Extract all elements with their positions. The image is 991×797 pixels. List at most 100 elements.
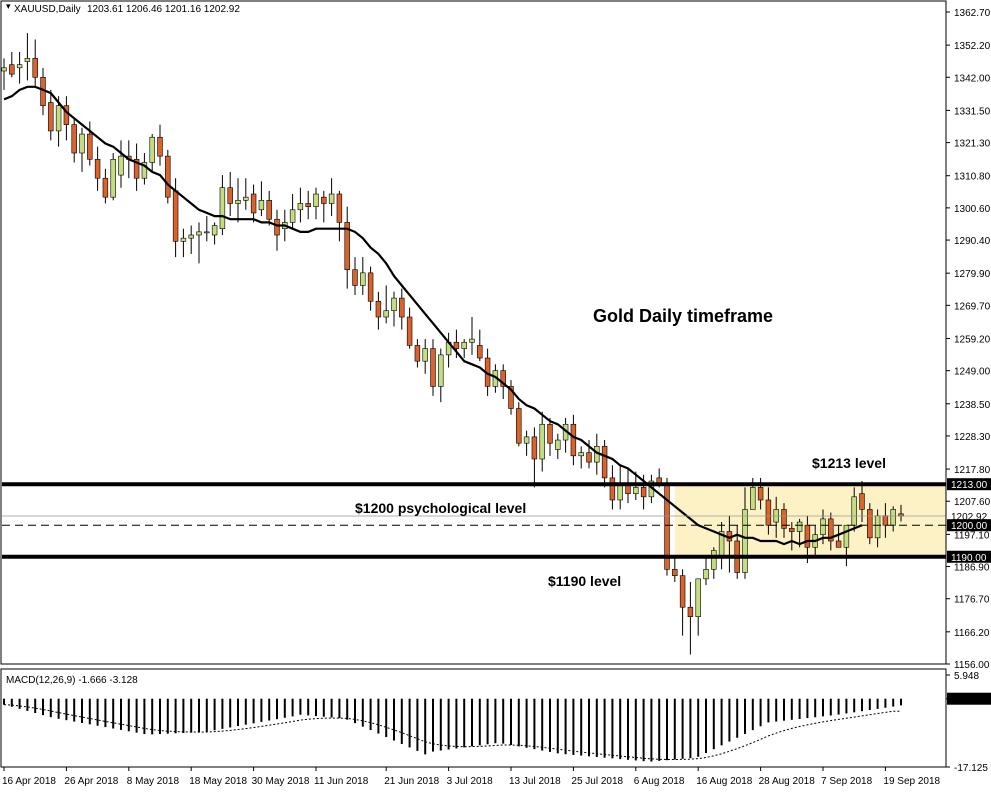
candle bbox=[531, 427, 538, 488]
candle-body bbox=[313, 193, 319, 207]
candle bbox=[601, 440, 608, 488]
candle-body bbox=[352, 269, 358, 286]
candle bbox=[703, 556, 709, 586]
candle bbox=[344, 206, 350, 289]
candle-body bbox=[430, 348, 436, 387]
candle-body bbox=[235, 200, 241, 204]
candle bbox=[336, 190, 343, 242]
level-1213-label: $1213 level bbox=[812, 455, 886, 471]
moving-average-line bbox=[3, 85, 863, 546]
candle-body bbox=[508, 386, 514, 409]
candle bbox=[196, 222, 202, 264]
candle bbox=[547, 417, 553, 456]
candle bbox=[469, 317, 475, 355]
price-tick-label: 1259.20 bbox=[954, 334, 991, 345]
candle-body bbox=[547, 423, 553, 444]
candle bbox=[828, 512, 834, 551]
level-price-label: 1200.00 bbox=[951, 521, 988, 532]
candle-body bbox=[165, 155, 171, 198]
candle-body bbox=[375, 300, 382, 318]
candle-body bbox=[188, 234, 194, 239]
symbol-menu-icon[interactable]: ▾ bbox=[6, 1, 11, 11]
candle-body bbox=[453, 341, 460, 349]
candle-body bbox=[196, 231, 202, 236]
time-tick-label: 13 Jul 2018 bbox=[509, 776, 561, 787]
candle bbox=[360, 257, 366, 295]
candle-body bbox=[391, 297, 397, 312]
candle-body bbox=[94, 159, 101, 179]
candle-body bbox=[110, 159, 116, 198]
candle-body bbox=[578, 452, 584, 457]
candle-body bbox=[781, 509, 787, 529]
time-tick-label: 25 Jul 2018 bbox=[571, 776, 623, 787]
price-tick-label: 1269.70 bbox=[954, 301, 991, 312]
candle bbox=[133, 143, 140, 191]
chart-symbol: XAUUSD,Daily bbox=[14, 4, 81, 15]
candle bbox=[32, 39, 38, 87]
level-price-box bbox=[947, 478, 991, 491]
chart-ohlc: 1203.61 1206.46 1201.16 1202.92 bbox=[87, 4, 240, 15]
candle-body bbox=[399, 297, 405, 318]
candle bbox=[188, 225, 194, 254]
candle-body bbox=[820, 518, 826, 535]
candle-body bbox=[742, 509, 748, 573]
time-tick-label: 16 Apr 2018 bbox=[2, 776, 56, 787]
candle-body bbox=[711, 550, 717, 570]
candle-body bbox=[640, 487, 647, 498]
candle bbox=[149, 134, 155, 172]
level-price-label: 1202.92 bbox=[951, 512, 988, 523]
candle bbox=[679, 569, 686, 636]
candle bbox=[219, 175, 226, 236]
candle bbox=[867, 503, 873, 545]
level-price-label: 1190.00 bbox=[951, 553, 987, 564]
price-tick-label: 1238.50 bbox=[954, 400, 991, 411]
candle bbox=[9, 52, 15, 78]
candle bbox=[586, 440, 592, 469]
candle bbox=[352, 257, 358, 295]
candle-body bbox=[422, 348, 428, 362]
candle bbox=[711, 547, 717, 579]
candle bbox=[110, 152, 116, 201]
candle-body bbox=[851, 496, 857, 526]
chart-title: Gold Daily timeframe bbox=[593, 306, 773, 326]
candle-body bbox=[211, 225, 218, 236]
level-price-box bbox=[947, 509, 991, 522]
candle-body bbox=[757, 487, 764, 501]
price-tick-label: 1186.90 bbox=[954, 563, 990, 574]
candle-body bbox=[679, 575, 686, 608]
price-tick-label: 1156.00 bbox=[954, 660, 990, 671]
candle bbox=[321, 190, 327, 223]
candle bbox=[789, 522, 795, 551]
candle-body bbox=[531, 436, 538, 460]
candle-body bbox=[16, 64, 23, 69]
candle bbox=[430, 339, 436, 396]
candle-body bbox=[48, 102, 54, 132]
candle bbox=[289, 194, 296, 229]
candle bbox=[243, 178, 249, 210]
candle bbox=[141, 152, 148, 185]
candle-body bbox=[87, 133, 93, 160]
candle bbox=[297, 187, 304, 223]
level-price-label: 1213.00 bbox=[951, 480, 988, 491]
candle-body bbox=[789, 528, 795, 532]
candle-body bbox=[601, 446, 608, 479]
price-tick-label: 1352.20 bbox=[954, 41, 991, 52]
candle bbox=[570, 414, 577, 466]
candle-body bbox=[586, 452, 592, 463]
time-tick-label: 11 Jun 2018 bbox=[314, 776, 369, 787]
candle bbox=[328, 178, 335, 217]
candle bbox=[461, 339, 467, 359]
time-tick-label: 16 Aug 2018 bbox=[696, 776, 753, 787]
candle-body bbox=[750, 487, 756, 510]
level-1200-label: $1200 psychological level bbox=[355, 500, 526, 516]
candle bbox=[383, 285, 389, 324]
candle bbox=[438, 348, 444, 403]
time-tick-label: 19 Sep 2018 bbox=[883, 776, 940, 787]
candle-body bbox=[516, 408, 522, 444]
level-price-box bbox=[947, 519, 991, 532]
candle bbox=[672, 556, 678, 582]
candle-body bbox=[555, 439, 561, 450]
candle bbox=[399, 288, 405, 330]
